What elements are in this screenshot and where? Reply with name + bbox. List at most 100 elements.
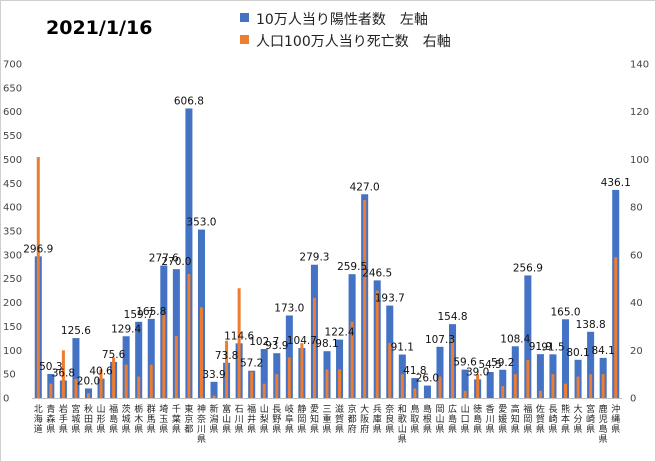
deaths-bar [338,369,342,398]
positives-bar [436,346,444,398]
category-label: 鳥取県 [410,403,419,435]
positives-value-label: 125.6 [61,325,91,337]
positives-bar [486,371,494,398]
deaths-bar [99,369,103,398]
positives-value-label: 41.8 [403,365,426,377]
deaths-bar [589,374,593,398]
positives-value-label: 54.5 [478,359,501,371]
positives-bar [210,381,218,398]
positives-value-label: 165.0 [550,306,580,318]
positives-bar [172,269,180,398]
deaths-bar [49,383,53,398]
bars [32,108,622,399]
deaths-bar [36,157,40,398]
category-label: 石川県 [235,405,244,435]
positives-value-label: 246.5 [362,267,392,279]
legend-swatch-2 [240,35,249,44]
deaths-bar [137,376,141,398]
positives-bar [561,319,570,398]
positives-bar [285,315,293,398]
deaths-bar [149,364,153,398]
deaths-bar [287,357,291,398]
deaths-bar [413,388,417,398]
positives-bar [147,318,155,398]
category-label: 山口県 [461,404,470,435]
right-tick-label: 0 [630,394,636,405]
left-tick-label: 100 [3,346,22,357]
positives-value-label: 436.1 [601,177,631,189]
deaths-bar [513,374,517,398]
category-label: 宮崎県 [586,403,595,435]
positives-value-label: 93.9 [265,340,288,352]
positives-value-label: 39.0 [466,366,489,378]
positives-value-label: 129.4 [111,323,141,335]
positives-bar [524,275,532,398]
positives-value-label: 606.8 [174,95,204,107]
category-label: 長崎県 [548,404,557,435]
positives-bar [72,338,80,398]
positives-value-label: 256.9 [513,262,543,274]
category-label: 京都府 [348,403,357,435]
positives-bar [587,331,595,398]
positives-value-label: 296.9 [23,243,53,255]
positives-value-label: 40.6 [89,366,113,378]
category-label: 神奈川県 [197,403,206,445]
category-label: 岩手県 [59,403,68,435]
left-tick-label: 0 [3,394,9,405]
positives-value-label: 277.6 [149,253,179,265]
category-label: 島根県 [423,403,432,435]
category-label: 福岡県 [523,403,532,435]
category-label: 栃木県 [134,403,143,435]
left-tick-label: 250 [3,274,22,285]
left-tick-label: 150 [3,322,22,333]
positives-value-label: 98.1 [315,338,338,350]
deaths-bar [501,386,505,398]
left-tick-label: 700 [3,60,22,71]
category-label: 福井県 [247,403,256,435]
category-label: 福島県 [109,403,118,435]
deaths-bar [538,390,542,398]
left-tick-label: 600 [3,107,22,118]
category-label: 香川県 [486,404,495,435]
category-label: 山形県 [97,404,106,435]
positives-bar [185,108,193,398]
positives-bar [511,346,519,398]
positives-value-label: 59.2 [491,357,514,369]
left-tick-label: 400 [3,203,22,214]
deaths-bar [262,383,266,398]
deaths-bar [375,290,379,398]
positives-value-label: 159.7 [124,309,154,321]
positives-value-label: 91.1 [391,342,414,354]
deaths-bar [551,374,555,398]
category-label: 青森県 [46,403,55,435]
category-label: 岡山県 [435,404,444,435]
positives-value-label: 165.8 [136,306,166,318]
deaths-bar [576,376,580,398]
positives-value-label: 353.0 [186,217,216,229]
left-tick-label: 200 [3,298,22,309]
right-tick-label: 140 [630,60,649,71]
deaths-bar [250,371,254,398]
positives-value-label: 193.7 [375,293,405,305]
deaths-bar [300,343,304,398]
positives-bar [423,385,431,398]
deaths-bar [212,395,216,398]
category-label: 千葉県 [172,404,181,435]
positives-value-label: 33.9 [202,369,225,381]
deaths-bar [463,390,467,398]
category-label: 三重県 [322,405,331,435]
positives-value-label: 427.0 [350,181,380,193]
category-label: 宮城県 [71,403,80,435]
deaths-bar [601,374,605,398]
category-label: 徳島県 [473,403,482,435]
positives-value-label: 26.0 [416,373,439,385]
category-label: 佐賀県 [536,403,545,435]
left-tick-label: 350 [3,227,22,238]
category-label: 熊本県 [561,403,570,435]
left-tick-label: 300 [3,250,22,261]
positives-value-label: 108.4 [500,333,530,345]
positives-value-label: 59.6 [453,357,477,369]
deaths-bar [112,357,116,398]
